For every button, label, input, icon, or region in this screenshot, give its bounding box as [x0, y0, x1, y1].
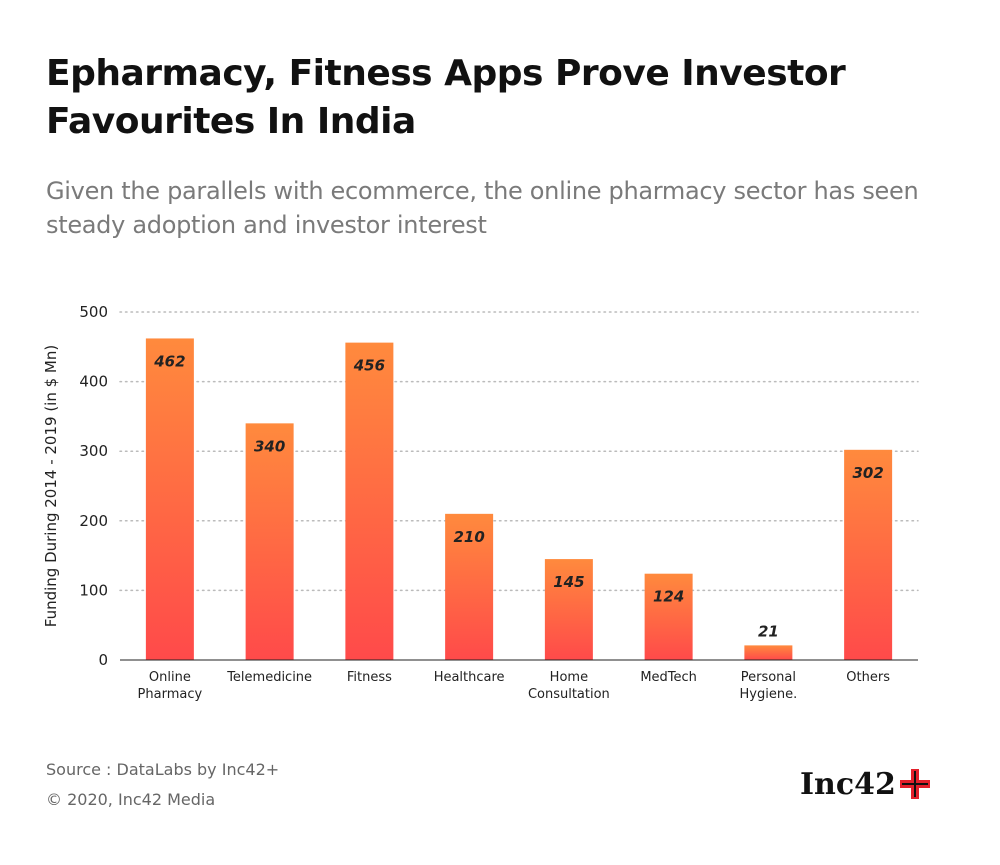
y-tick-label: 500 — [79, 303, 108, 321]
gridlines — [119, 311, 919, 592]
data-label: 210 — [453, 528, 484, 546]
copyright-note: © 2020, Inc42 Media — [46, 790, 216, 809]
x-tick-label: Home Consultation — [528, 670, 610, 702]
x-tick-label: Others — [846, 670, 890, 685]
bar-chart: 0 100 200 300 400 500 462 340 456 210 145 124 21 302… — [42, 303, 919, 702]
category-labels: Online Pharmacy Telemedicine Fitness Healthc… — [138, 670, 891, 702]
bar — [245, 423, 294, 660]
inc42-logo: Inc42 — [800, 764, 930, 804]
y-tick-label: 0 — [98, 651, 108, 669]
bars — [145, 338, 893, 660]
bar — [844, 449, 893, 660]
x-tick-label: Fitness — [347, 670, 392, 685]
value-labels: 462 340 456 210 145 124 21 302 — [153, 352, 884, 640]
chart-title: Epharmacy, Fitness Apps Prove Investor F… — [46, 53, 846, 142]
data-label: 21 — [758, 622, 779, 640]
y-tick-label: 200 — [79, 512, 108, 530]
data-label: 124 — [653, 588, 684, 606]
x-tick-label: Online Pharmacy — [138, 670, 203, 702]
x-tick-label: Personal Hygiene. — [740, 670, 798, 702]
x-tick-label: MedTech — [640, 670, 697, 685]
bar — [644, 573, 693, 660]
y-tick-label: 300 — [79, 442, 108, 460]
data-label: 462 — [153, 352, 185, 370]
data-label: 302 — [852, 464, 883, 482]
source-note: Source : DataLabs by Inc42+ — [46, 760, 280, 779]
y-tick-labels: 0 100 200 300 400 500 — [79, 303, 108, 669]
bar — [145, 338, 194, 660]
logo-text: Inc42 — [800, 766, 896, 802]
bar — [544, 559, 593, 660]
bar — [445, 513, 494, 660]
y-tick-label: 100 — [79, 581, 108, 599]
plus-icon — [899, 769, 930, 799]
y-tick-label: 400 — [79, 373, 108, 391]
y-axis-label: Funding During 2014 - 2019 (in $ Mn) — [42, 345, 60, 627]
data-label: 340 — [254, 437, 285, 455]
data-label: 145 — [553, 573, 584, 591]
data-label: 456 — [353, 357, 385, 375]
bar — [744, 645, 793, 660]
x-tick-label: Telemedicine — [226, 670, 312, 685]
bar — [345, 342, 394, 660]
x-tick-label: Healthcare — [434, 670, 505, 685]
chart-subtitle: Given the parallels with ecommerce, the … — [46, 177, 919, 239]
